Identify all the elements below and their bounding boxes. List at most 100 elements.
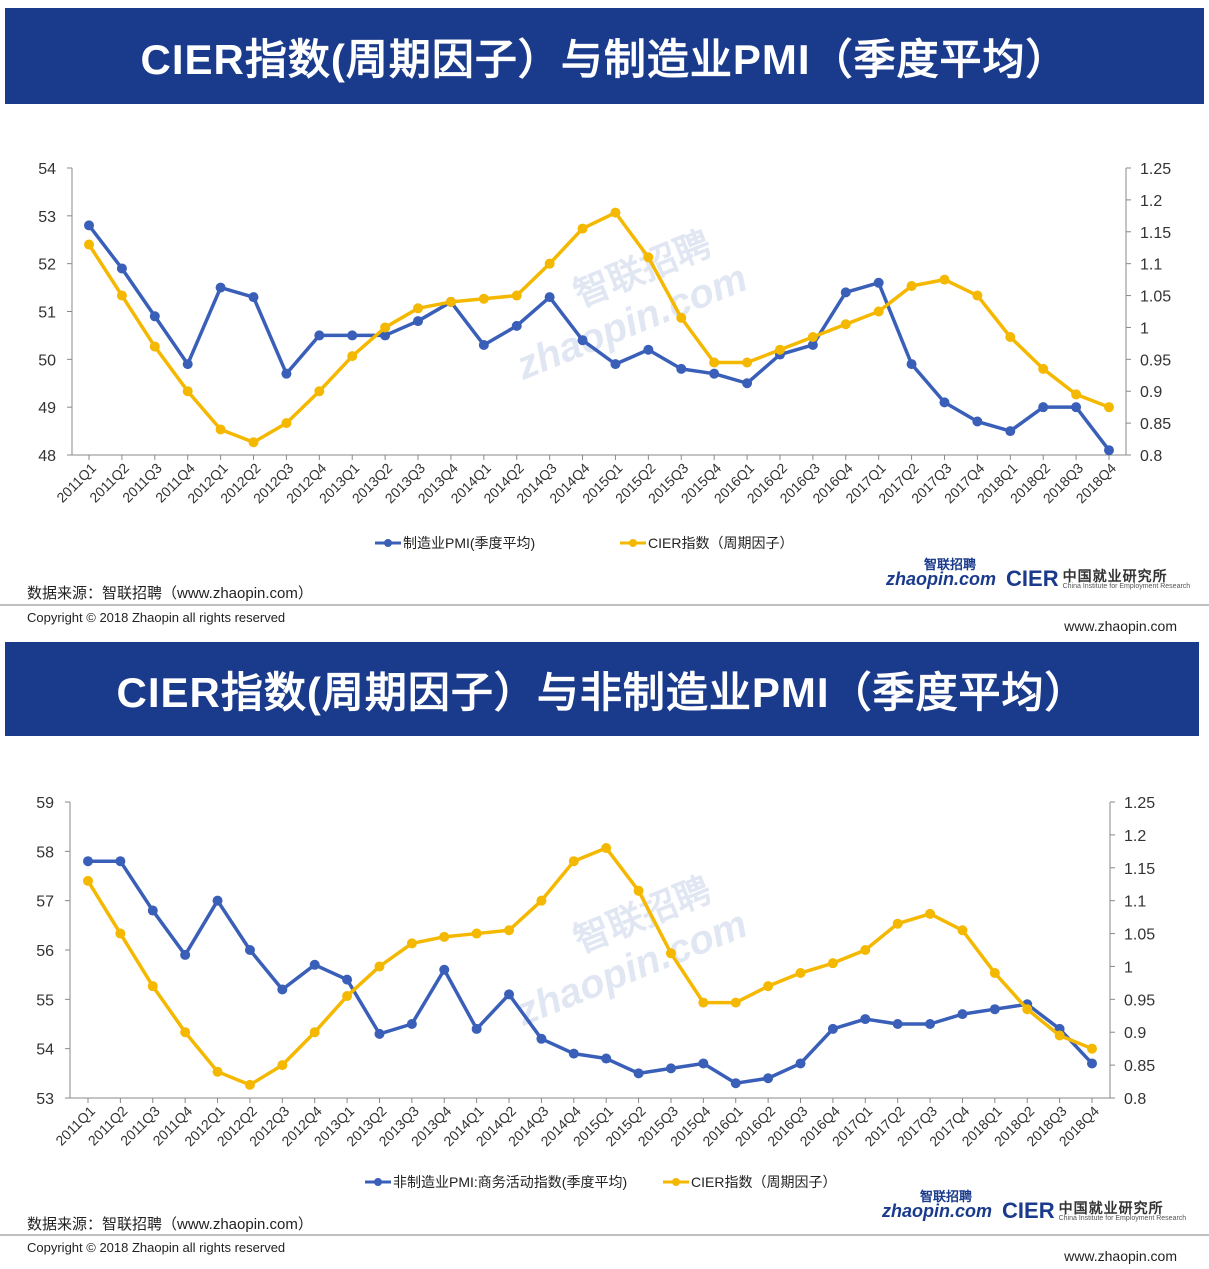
website-url[interactable]: www.zhaopin.com	[1064, 618, 1177, 634]
data-point	[511, 290, 522, 301]
y-tick-label-right: 1.2	[1124, 828, 1146, 845]
logos: 智联招聘 zhaopin.com CIER 中国就业研究所 China Instit…	[886, 557, 1190, 592]
data-point	[149, 341, 160, 352]
data-point	[215, 424, 226, 435]
data-point	[277, 1060, 288, 1071]
data-point	[147, 981, 158, 992]
chart-panel-non-manufacturing: CIER指数(周期因子）与非制造业PMI（季度平均） 智联招聘 zhaopin.…	[0, 636, 1209, 1269]
data-point	[84, 220, 94, 231]
data-point	[763, 981, 774, 992]
data-point	[84, 239, 94, 250]
y-tick-label-right: 1	[1140, 320, 1149, 337]
data-point	[1005, 332, 1016, 343]
data-point	[374, 961, 385, 972]
data-point	[309, 959, 320, 970]
y-tick-label-right: 0.85	[1124, 1058, 1155, 1075]
data-point	[406, 1019, 417, 1029]
data-point	[380, 330, 391, 341]
data-point	[544, 258, 555, 269]
chart-title: CIER指数(周期因子）与非制造业PMI（季度平均）	[116, 668, 1088, 716]
data-point	[939, 397, 950, 408]
y-tick-label-right: 1.05	[1124, 927, 1155, 944]
legend-label: CIER指数（周期因子）	[691, 1174, 836, 1190]
data-point	[601, 1053, 612, 1064]
data-source: 数据来源：智联招聘（www.zhaopin.com）	[27, 585, 313, 602]
data-point	[182, 359, 193, 370]
data-point	[840, 319, 851, 330]
data-point	[774, 344, 785, 355]
data-point	[676, 363, 687, 374]
data-point	[215, 282, 226, 293]
data-point	[1038, 402, 1049, 413]
y-tick-label-right: 1.1	[1124, 894, 1146, 911]
data-point	[972, 416, 983, 427]
data-point	[149, 311, 160, 322]
data-point	[281, 418, 292, 429]
data-point	[374, 1028, 385, 1039]
chart-title-banner: CIER指数(周期因子）与非制造业PMI（季度平均）	[5, 642, 1199, 736]
y-tick-label-left: 49	[38, 400, 56, 417]
y-tick-label-left: 48	[38, 448, 56, 465]
data-point	[860, 1014, 871, 1025]
data-point	[676, 312, 687, 323]
data-point	[698, 1058, 709, 1069]
data-point	[1005, 426, 1016, 437]
y-tick-label-right: 1	[1124, 959, 1133, 976]
y-tick-label-left: 53	[36, 1091, 54, 1108]
logos: 智联招聘 zhaopin.com CIER 中国就业研究所 China Instit…	[882, 1188, 1186, 1224]
data-point	[577, 223, 588, 234]
y-tick-label-left: 54	[36, 1042, 54, 1059]
website-url[interactable]: www.zhaopin.com	[1064, 1248, 1177, 1264]
data-point	[633, 885, 644, 896]
data-point	[314, 386, 325, 397]
data-point	[860, 945, 871, 955]
y-tick-label-right: 0.95	[1140, 352, 1171, 369]
legend-marker	[384, 539, 392, 547]
legend-item: CIER指数（周期因子）	[663, 1174, 836, 1190]
data-point	[989, 1004, 1000, 1015]
data-point	[445, 296, 456, 307]
data-point	[568, 856, 579, 867]
y-tick-label-left: 55	[36, 992, 54, 1009]
data-point	[1071, 402, 1082, 413]
y-tick-label-left: 58	[36, 844, 54, 861]
y-tick-label-right: 1.15	[1124, 861, 1155, 878]
data-point	[536, 895, 547, 906]
data-point	[873, 306, 884, 317]
data-point	[314, 330, 325, 341]
data-point	[406, 938, 417, 949]
data-point	[807, 339, 818, 350]
data-point	[795, 1058, 806, 1069]
zhaopin-logo: 智联招聘 zhaopin.com	[882, 1188, 993, 1221]
y-tick-label-right: 1.05	[1140, 289, 1171, 306]
data-point	[244, 945, 255, 955]
data-point	[633, 1068, 644, 1079]
data-point	[380, 322, 391, 333]
data-point	[471, 928, 482, 939]
data-point	[212, 1066, 223, 1077]
y-tick-label-left: 52	[38, 257, 56, 274]
data-point	[1087, 1043, 1097, 1054]
data-point	[665, 1063, 676, 1074]
data-point	[212, 895, 223, 906]
series-1	[84, 207, 1114, 448]
series-1	[83, 843, 1097, 1090]
data-point	[709, 368, 720, 379]
data-point	[643, 252, 654, 263]
series-line	[86, 846, 1093, 1087]
line-chart-non-manufacturing: 53 54 55 56 57 58 59 0.8 0.85 0.9 0.95 1 1.05 1.1 1.15…	[36, 795, 1155, 1190]
y-tick-label-right: 0.8	[1124, 1091, 1146, 1108]
data-point	[730, 997, 741, 1008]
data-point	[1104, 402, 1114, 413]
data-point	[182, 386, 193, 397]
data-point	[413, 303, 424, 314]
copyright: Copyright © 2018 Zhaopin all rights rese…	[27, 610, 286, 625]
legend-label: CIER指数（周期因子）	[648, 535, 793, 551]
data-point	[742, 357, 753, 368]
y-tick-label-right: 1.15	[1140, 225, 1171, 242]
data-point	[795, 968, 806, 979]
data-point	[807, 332, 818, 343]
series-0	[83, 856, 1097, 1089]
series-0	[84, 220, 1114, 456]
line-chart-manufacturing: 48 49 50 51 52 53 54 0.8 0.85 0.9 0.95 1 1.05 1.1 1.15…	[38, 161, 1171, 551]
